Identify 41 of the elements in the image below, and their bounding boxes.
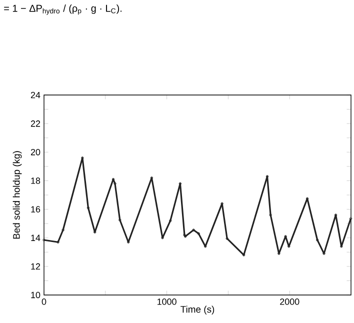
point [306,197,309,200]
y-tick-label: 16 [31,206,40,212]
point [62,228,64,232]
point [220,202,224,205]
y-tick-label: 22 [30,120,40,127]
point [349,217,352,220]
point [266,175,269,178]
point [56,240,60,244]
point [86,206,90,210]
y-tick-label: 20 [30,148,40,156]
x-axis-title: Time (s) [180,306,214,315]
point [114,182,116,185]
x-tick-label: 1000 [158,298,176,305]
y-tick-label: 18 [31,178,40,184]
y-tick-label: 24 [30,92,40,98]
point [204,245,207,248]
point [269,214,272,216]
y-tick-label: 10 [31,292,40,298]
y-tick-label: 12 [31,263,40,270]
point [197,232,200,235]
point [81,156,84,160]
point [178,182,182,185]
point [192,228,195,232]
point [242,254,246,256]
point [288,245,290,248]
point [334,214,338,216]
x-tick-label: 2000 [280,298,300,305]
y-axis-title: Bed solid holdup (kg) [12,151,22,239]
point [340,245,343,248]
point [150,176,154,180]
text: = 1 − ΔP$_{hydro}$ / (ρ$_{p}$ · g · L$_{C}$). [4,4,122,15]
point [93,230,96,234]
point [278,252,280,255]
point [183,234,186,236]
point [184,235,187,238]
point [226,237,228,240]
point [42,238,46,242]
point [169,219,172,222]
x-tick-label: 0 [42,298,46,305]
y-tick-label: 14 [31,234,40,241]
point [161,236,164,240]
